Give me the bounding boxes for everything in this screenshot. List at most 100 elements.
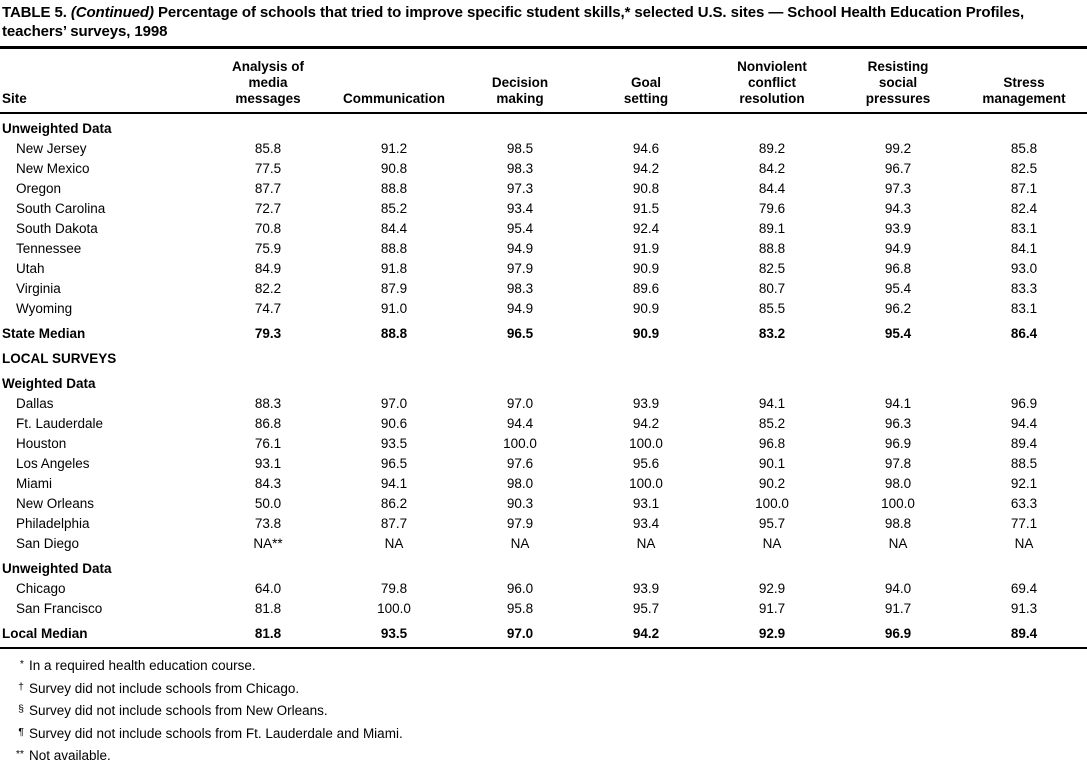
value-cell: 63.3 bbox=[1010, 496, 1038, 511]
value-cell: NA bbox=[1014, 536, 1034, 551]
table-row: San Francisco 81.8 100.0 95.8 95.7 91.7 91.7 91… bbox=[0, 599, 1087, 619]
table-row: Tennessee 75.9 88.8 94.9 91.9 88.8 94.9 84.1 bbox=[0, 239, 1087, 259]
value-cell: 84.1 bbox=[1010, 241, 1038, 256]
value-cell: 91.0 bbox=[380, 301, 408, 316]
value-cell: 96.7 bbox=[884, 161, 912, 176]
value-cell: 74.7 bbox=[254, 301, 282, 316]
value-cell: 83.3 bbox=[1010, 281, 1038, 296]
value-cell: 93.0 bbox=[1010, 261, 1038, 276]
value-cell: 82.4 bbox=[1010, 201, 1038, 216]
col-header-site: Site bbox=[0, 49, 205, 114]
value-cell: 85.8 bbox=[1010, 141, 1038, 156]
value-cell: 81.8 bbox=[254, 601, 282, 616]
value-cell: 70.8 bbox=[254, 221, 282, 236]
value-cell: 97.0 bbox=[457, 619, 583, 649]
value-cell: 76.1 bbox=[254, 436, 282, 451]
footnote-symbol: § bbox=[18, 703, 24, 715]
table-body: Unweighted Data New Jersey 85.8 91.2 98.5 94.… bbox=[0, 113, 1087, 649]
value-cell: 94.1 bbox=[380, 476, 408, 491]
footnote: § Survey did not include schools from New… bbox=[4, 699, 1083, 722]
value-cell: 91.8 bbox=[380, 261, 408, 276]
col-header-analysis-media: Analysis of media messages bbox=[205, 49, 331, 114]
site-cell: Oregon bbox=[16, 181, 62, 196]
footnote-symbol: * bbox=[19, 658, 24, 670]
value-cell: 94.1 bbox=[758, 396, 786, 411]
site-cell: Ft. Lauderdale bbox=[16, 416, 104, 431]
value-cell: 83.1 bbox=[1010, 221, 1038, 236]
value-cell: 84.4 bbox=[380, 221, 408, 236]
value-cell: 96.8 bbox=[884, 261, 912, 276]
value-cell: 85.5 bbox=[758, 301, 786, 316]
footnote: † Survey did not include schools from Chi… bbox=[4, 677, 1083, 700]
footnote-text: Survey did not include schools from New … bbox=[29, 703, 328, 718]
value-cell: 97.9 bbox=[506, 516, 534, 531]
value-cell: 82.5 bbox=[1010, 161, 1038, 176]
value-cell: 96.8 bbox=[758, 436, 786, 451]
table-row: South Carolina 72.7 85.2 93.4 91.5 79.6 94.3 82… bbox=[0, 199, 1087, 219]
value-cell: 97.3 bbox=[884, 181, 912, 196]
value-cell: 92.9 bbox=[758, 581, 786, 596]
footnote-symbol: ¶ bbox=[18, 725, 24, 738]
section-label: Unweighted Data bbox=[2, 561, 112, 576]
value-cell: NA** bbox=[253, 536, 283, 551]
site-cell: South Dakota bbox=[16, 221, 98, 236]
value-cell: 94.3 bbox=[884, 201, 912, 216]
value-cell: 93.5 bbox=[331, 619, 457, 649]
value-cell: 93.4 bbox=[632, 516, 660, 531]
value-cell: 93.9 bbox=[884, 221, 912, 236]
site-cell: Wyoming bbox=[16, 301, 73, 316]
col-header-communication: Communication bbox=[331, 49, 457, 114]
value-cell: 64.0 bbox=[254, 581, 282, 596]
site-cell: South Carolina bbox=[16, 201, 106, 216]
value-cell: NA bbox=[636, 536, 656, 551]
table-row: Unweighted Data bbox=[0, 113, 1087, 139]
table-row: Local Median 81.8 93.5 97.0 94.2 92.9 96.9 89.4 bbox=[0, 619, 1087, 649]
site-cell: Houston bbox=[16, 436, 67, 451]
value-cell: 95.7 bbox=[632, 601, 660, 616]
site-cell: Local Median bbox=[0, 619, 205, 649]
site-cell: San Diego bbox=[16, 536, 80, 551]
value-cell: 86.4 bbox=[1010, 326, 1038, 341]
value-cell: 93.4 bbox=[506, 201, 534, 216]
value-cell: 86.8 bbox=[254, 416, 282, 431]
value-cell: 96.9 bbox=[1010, 396, 1038, 411]
value-cell: 95.8 bbox=[506, 601, 534, 616]
value-cell: 98.3 bbox=[506, 281, 534, 296]
value-cell: 94.2 bbox=[632, 416, 660, 431]
table-row: LOCAL SURVEYS bbox=[0, 344, 1087, 369]
footnote: ** Not available. bbox=[4, 744, 1083, 767]
col-header-social-pressures: Resisting social pressures bbox=[835, 49, 961, 114]
value-cell: 98.5 bbox=[506, 141, 534, 156]
value-cell: 96.3 bbox=[884, 416, 912, 431]
site-cell: Dallas bbox=[16, 396, 54, 411]
value-cell: 90.3 bbox=[506, 496, 534, 511]
site-cell: Utah bbox=[16, 261, 45, 276]
value-cell: 94.4 bbox=[506, 416, 534, 431]
site-cell: New Mexico bbox=[16, 161, 90, 176]
value-cell: 96.9 bbox=[884, 436, 912, 451]
table-title-text: Percentage of schools that tried to impr… bbox=[2, 4, 1025, 40]
value-cell: 88.5 bbox=[1010, 456, 1038, 471]
footnotes: * In a required health education course. … bbox=[0, 649, 1087, 767]
table-row: Houston 76.1 93.5 100.0 100.0 96.8 96.9 89.4 bbox=[0, 434, 1087, 454]
value-cell: 94.1 bbox=[884, 396, 912, 411]
table-row: Los Angeles 93.1 96.5 97.6 95.6 90.1 97.8 88.5 bbox=[0, 454, 1087, 474]
value-cell: 83.1 bbox=[1010, 301, 1038, 316]
value-cell: 90.9 bbox=[632, 326, 660, 341]
value-cell: 95.7 bbox=[758, 516, 786, 531]
value-cell: 89.1 bbox=[758, 221, 786, 236]
value-cell: 92.4 bbox=[632, 221, 660, 236]
value-cell: 100.0 bbox=[881, 496, 915, 511]
footnote-symbol: ** bbox=[15, 748, 24, 760]
value-cell: 89.4 bbox=[1010, 436, 1038, 451]
value-cell: 96.5 bbox=[380, 456, 408, 471]
section-label: Weighted Data bbox=[2, 376, 96, 391]
value-cell: 100.0 bbox=[503, 436, 537, 451]
value-cell: 91.5 bbox=[632, 201, 660, 216]
table-row: Weighted Data bbox=[0, 369, 1087, 394]
profiles-table: Site Analysis of media messages Communic… bbox=[0, 49, 1087, 649]
value-cell: 90.9 bbox=[632, 261, 660, 276]
site-cell: Philadelphia bbox=[16, 516, 90, 531]
value-cell: 77.5 bbox=[254, 161, 282, 176]
